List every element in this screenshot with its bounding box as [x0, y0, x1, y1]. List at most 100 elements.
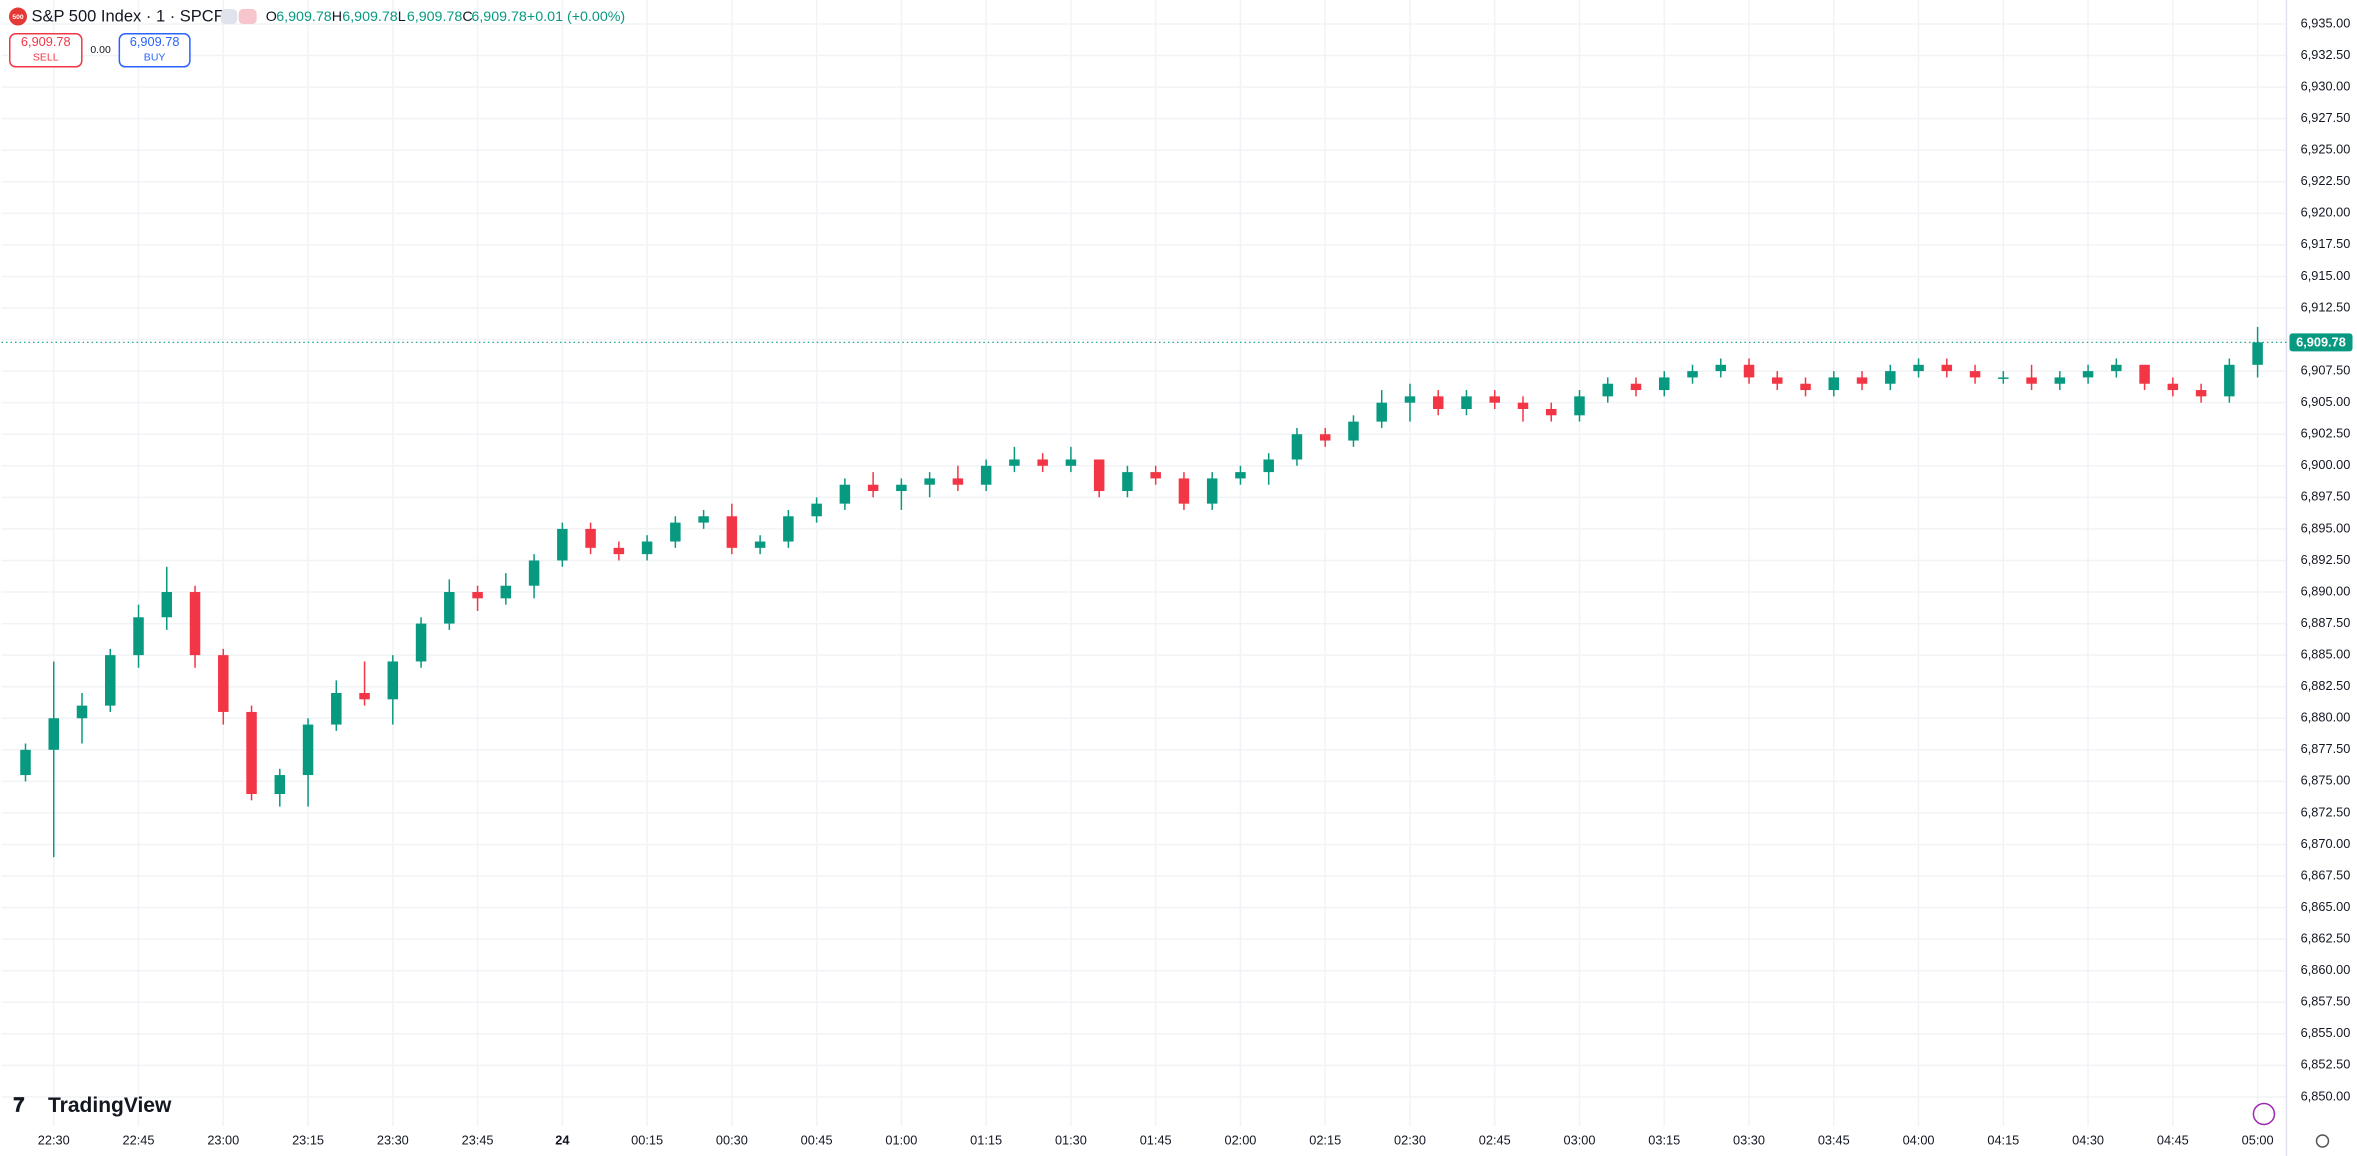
x-tick-label: 03:45: [1818, 1132, 1850, 1147]
y-tick-label: 6,882.50: [2301, 678, 2351, 693]
candle-body: [1093, 459, 1105, 492]
candle-body: [76, 705, 88, 719]
watermark: 𝟕: [13, 1095, 24, 1117]
candle-body: [1828, 377, 1840, 391]
x-tick-label: 23:45: [462, 1132, 494, 1147]
candle-body: [1037, 459, 1048, 466]
x-tick-label: 01:15: [970, 1132, 1002, 1147]
candle-body: [754, 541, 766, 548]
y-tick-label: 6,892.50: [2301, 552, 2351, 567]
candle-body: [105, 655, 116, 706]
candle-body: [246, 711, 257, 794]
ohlc-value: 6,909.78: [471, 9, 527, 25]
candle-body: [1856, 377, 1868, 384]
x-tick-label: 04:00: [1903, 1132, 1935, 1147]
candle-body: [2139, 364, 2150, 384]
y-tick-label: 6,912.50: [2301, 299, 2351, 314]
ohlc-label: H: [332, 9, 342, 25]
y-tick-label: 6,860.00: [2301, 962, 2351, 977]
toggle-icon[interactable]: [238, 9, 257, 25]
x-tick-label: 00:30: [716, 1132, 748, 1147]
x-tick-label: 00:15: [631, 1132, 663, 1147]
y-tick-label: 6,865.00: [2301, 899, 2351, 914]
candle-body: [274, 775, 286, 794]
ohlc-label: C: [462, 9, 472, 25]
candle-body: [1941, 364, 1953, 372]
y-tick-label: 6,852.50: [2301, 1057, 2351, 1072]
y-tick-label: 6,857.50: [2301, 994, 2351, 1009]
x-tick-label: 22:30: [38, 1132, 70, 1147]
y-tick-label: 6,932.50: [2301, 47, 2351, 62]
last-price-label: 6,909.78: [2296, 334, 2346, 349]
buy-button[interactable]: [118, 33, 191, 68]
candle-body: [1122, 472, 1133, 492]
candle-body: [331, 693, 342, 725]
change: +0.01 (+0.00%): [527, 9, 625, 25]
candle-body: [1772, 377, 1783, 384]
candle-body: [218, 655, 229, 712]
candle-body: [1743, 364, 1755, 378]
candle-body: [2195, 390, 2207, 397]
x-tick-label: 04:15: [1987, 1132, 2019, 1147]
candle-body: [20, 749, 31, 776]
x-tick-label: 02:30: [1394, 1132, 1426, 1147]
candle-body: [2054, 377, 2066, 384]
ohlc-label: L: [398, 9, 406, 25]
candle-body: [1206, 478, 1218, 504]
candle-body: [557, 528, 568, 561]
candle-body: [189, 592, 201, 656]
x-tick-label: 24: [555, 1132, 570, 1147]
y-tick-label: 6,850.00: [2301, 1088, 2351, 1103]
candle-body: [1291, 434, 1303, 460]
candle-body: [1630, 383, 1642, 391]
y-tick-label: 6,930.00: [2301, 78, 2351, 93]
candle-body: [613, 547, 625, 555]
candle-body: [359, 693, 370, 700]
y-tick-label: 6,870.00: [2301, 836, 2351, 851]
candle-body: [1800, 383, 1811, 391]
x-tick-label: 03:00: [1564, 1132, 1596, 1147]
y-tick-label: 6,905.00: [2301, 394, 2351, 409]
symbol-title[interactable]: S&P 500 Index · 1 · SPCFD: [32, 8, 236, 26]
y-tick-label: 6,922.50: [2301, 173, 2351, 188]
sell-price: 6,909.78: [21, 34, 71, 49]
watermark-text[interactable]: TradingView: [48, 1094, 172, 1117]
candle-body: [1404, 396, 1416, 403]
ohlc-value: 6,909.78: [276, 9, 332, 25]
candle-body: [472, 592, 483, 599]
candle-body: [867, 484, 879, 492]
candles: [20, 326, 2263, 858]
candle-body: [1432, 396, 1444, 409]
sell-button[interactable]: [8, 33, 83, 68]
x-tick-label: 00:45: [801, 1132, 833, 1147]
candle-body: [1376, 402, 1387, 422]
toggle-icon[interactable]: [220, 9, 238, 25]
logo-text: 500: [12, 14, 24, 21]
watermark-logo: 𝟕: [13, 1095, 24, 1117]
settings-icon[interactable]: [2315, 1134, 2330, 1148]
candle-body: [387, 661, 399, 700]
y-tick-label: 6,855.00: [2301, 1025, 2351, 1040]
candle-body: [698, 516, 709, 523]
candle-body: [1913, 364, 1924, 372]
y-tick-label: 6,880.00: [2301, 710, 2351, 725]
candle-body: [811, 503, 822, 517]
y-tick-label: 6,902.50: [2301, 426, 2351, 441]
y-tick-label: 6,885.00: [2301, 647, 2351, 662]
candle-body: [1885, 371, 1896, 384]
y-tick-label: 6,920.00: [2301, 205, 2351, 220]
candle-body: [444, 592, 455, 624]
alert-icon[interactable]: [2252, 1102, 2276, 1126]
candle-body: [2167, 383, 2179, 391]
x-tick-label: 23:00: [207, 1132, 239, 1147]
candle-body: [1319, 434, 1331, 441]
y-tick-label: 6,877.50: [2301, 741, 2351, 756]
buy-price: 6,909.78: [130, 34, 180, 49]
ohlc-value: 6,909.78: [407, 9, 463, 25]
y-tick-label: 6,875.00: [2301, 773, 2351, 788]
candle-body: [980, 465, 992, 485]
x-tick-label: 02:00: [1224, 1132, 1256, 1147]
candle-body: [528, 560, 540, 586]
candle-body: [1178, 478, 1190, 504]
